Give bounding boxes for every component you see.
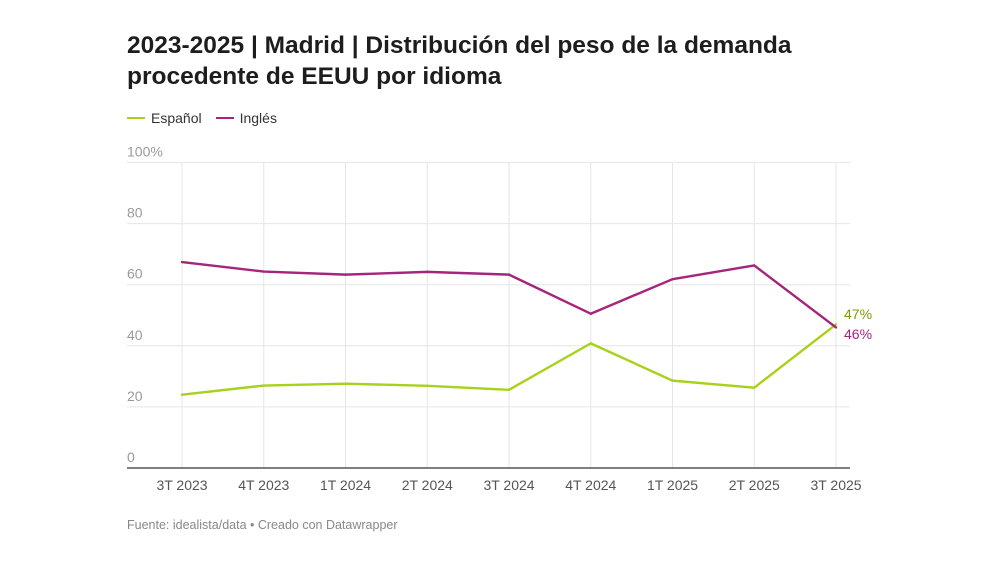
y-tick-label: 20 — [127, 388, 143, 404]
end-label-ingles: 46% — [844, 326, 872, 342]
x-tick-label: 3T 2024 — [483, 477, 534, 493]
data-point — [753, 264, 756, 267]
data-point — [344, 273, 347, 276]
data-point — [753, 386, 756, 389]
data-point — [834, 326, 838, 329]
data-point — [262, 384, 265, 387]
data-point — [671, 379, 674, 382]
data-point — [180, 260, 184, 264]
legend-label-ingles: Inglés — [239, 110, 277, 126]
legend-swatch-ingles — [215, 116, 234, 120]
legend-item-ingles: Inglés — [215, 110, 277, 126]
y-tick-label: 80 — [127, 205, 143, 221]
data-point — [671, 278, 674, 281]
data-point — [426, 270, 429, 274]
y-tick-label: 60 — [127, 266, 143, 282]
legend: Español Inglés — [127, 110, 277, 126]
end-label-espanol: 47% — [844, 306, 872, 322]
x-tick-label: 4T 2023 — [238, 477, 289, 493]
y-tick-label: 40 — [127, 327, 143, 343]
x-tick-label: 2T 2025 — [729, 477, 780, 493]
chart-title: 2023-2025 | Madrid | Distribución del pe… — [127, 32, 792, 90]
x-tick-label: 3T 2023 — [156, 477, 207, 493]
x-tick-label: 3T 2025 — [810, 477, 861, 493]
data-point — [507, 388, 511, 391]
y-tick-label: 100% — [127, 144, 163, 160]
x-tick-label: 2T 2024 — [402, 477, 453, 493]
data-point — [507, 273, 511, 276]
data-point — [262, 270, 265, 273]
x-tick-label: 4T 2024 — [565, 477, 616, 493]
data-point — [426, 384, 429, 388]
x-tick-label: 1T 2025 — [647, 477, 698, 493]
legend-item-espanol: Español — [127, 110, 202, 126]
data-point — [589, 342, 592, 345]
data-point — [180, 393, 184, 396]
data-point — [344, 382, 347, 385]
data-point — [834, 323, 838, 326]
data-point — [589, 312, 592, 315]
legend-swatch-espanol — [127, 116, 145, 120]
y-tick-label: 0 — [127, 449, 135, 465]
x-tick-label: 1T 2024 — [320, 477, 371, 493]
source-note: Fuente: idealista/data • Creado con Data… — [127, 518, 398, 532]
legend-label-espanol: Español — [151, 110, 202, 126]
